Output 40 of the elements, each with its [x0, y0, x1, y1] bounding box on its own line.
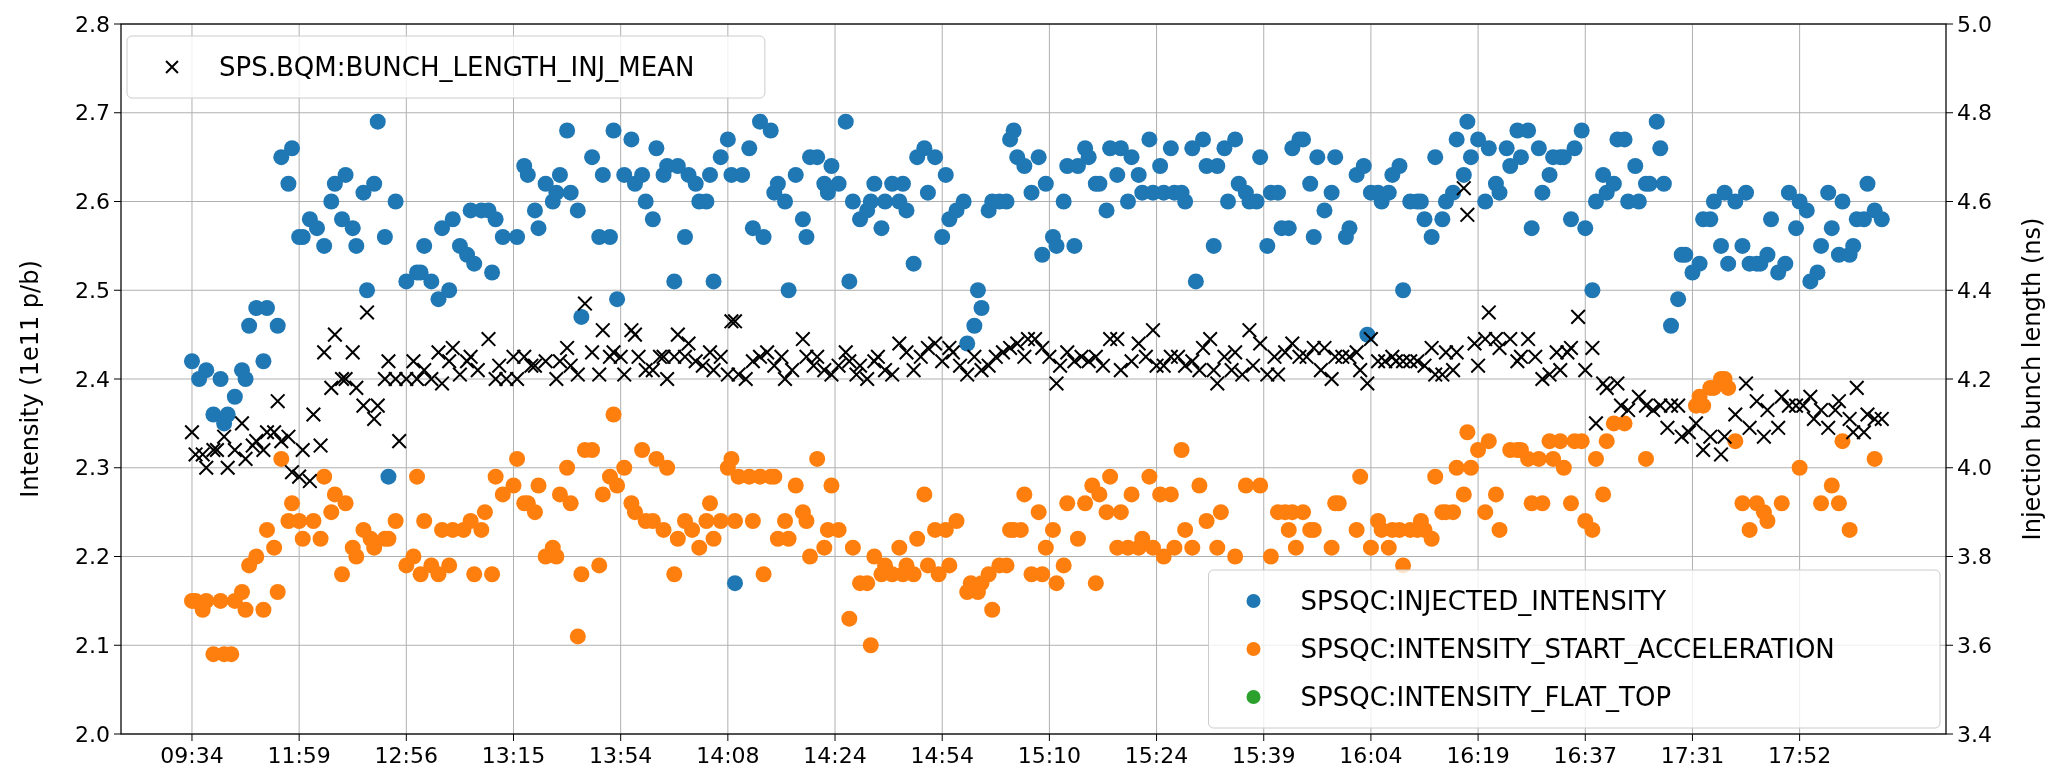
y2-tick-label: 4.6 — [1957, 189, 1992, 215]
y2-tick-label: 5.0 — [1957, 11, 1992, 37]
y-tick-label: 2.7 — [75, 100, 110, 126]
legend-label: SPSQC:INTENSITY_START_ACCELERATION — [1300, 634, 1835, 665]
y-tick-label: 2.4 — [75, 366, 110, 392]
legend-label: SPSQC:INTENSITY_FLAT_TOP — [1300, 682, 1672, 713]
x-tick-label: 13:54 — [588, 743, 653, 768]
x-tick-label: 14:08 — [696, 743, 760, 768]
y-axis-title: Intensity (1e11 p/b) — [16, 260, 45, 498]
y-tick-label: 2.5 — [75, 277, 110, 303]
legend-label: SPSQC:INJECTED_INTENSITY — [1300, 586, 1667, 617]
y2-tick-label: 4.2 — [1957, 366, 1992, 392]
y2-tick-label: 4.0 — [1957, 455, 1992, 481]
x-tick-label: 16:04 — [1339, 743, 1403, 768]
x-tick-label: 17:31 — [1660, 743, 1725, 768]
x-tick-label: 17:52 — [1767, 743, 1832, 768]
x-tick-label: 15:39 — [1232, 743, 1296, 768]
y-tick-label: 2.0 — [75, 721, 110, 747]
y-tick-label: 2.3 — [75, 455, 110, 481]
y2-tick-label: 4.8 — [1957, 100, 1992, 126]
x-tick-label: 16:19 — [1446, 743, 1510, 768]
x-tick-label: 14:54 — [910, 743, 974, 768]
y-tick-label: 2.2 — [75, 544, 110, 570]
y2-tick-label: 3.8 — [1957, 544, 1992, 570]
x-tick-label: 13:15 — [481, 743, 546, 768]
y-tick-label: 2.6 — [75, 189, 110, 215]
x-tick-label: 15:10 — [1017, 743, 1082, 768]
x-tick-label: 09:34 — [160, 743, 224, 768]
y2-tick-label: 3.4 — [1957, 721, 1992, 747]
y-tick-label: 2.8 — [75, 11, 110, 37]
legend-label: SPS.BQM:BUNCH_LENGTH_INJ_MEAN — [219, 52, 695, 83]
y-tick-label: 2.1 — [75, 632, 110, 658]
y2-axis-title: Injection bunch length (ns) — [2018, 217, 2047, 541]
x-tick-label: 12:56 — [374, 743, 439, 768]
y2-tick-label: 4.4 — [1957, 277, 1992, 303]
x-tick-label: 15:24 — [1124, 743, 1189, 768]
y2-tick-label: 3.6 — [1957, 632, 1992, 658]
x-tick-label: 14:24 — [803, 743, 867, 768]
x-tick-label: 16:37 — [1553, 743, 1617, 768]
x-tick-label: 11:59 — [267, 743, 331, 768]
